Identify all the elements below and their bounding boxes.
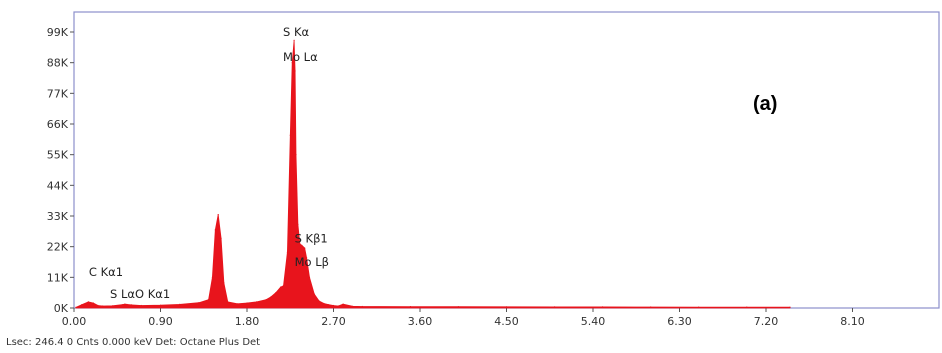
spectrum-point bbox=[337, 305, 339, 307]
spectrum-point bbox=[102, 305, 104, 307]
y-tick-label: 44K bbox=[47, 179, 69, 192]
spectrum-point bbox=[332, 304, 335, 307]
spectrum-point bbox=[124, 303, 126, 305]
spectrum-point bbox=[299, 243, 301, 245]
spectrum-point bbox=[342, 303, 344, 305]
spectrum-point bbox=[308, 276, 311, 278]
y-tick-label: 55K bbox=[47, 149, 69, 162]
peak-label: Mo Lα bbox=[283, 50, 318, 64]
peak-label: Mo Lβ bbox=[295, 255, 329, 269]
spectrum-point bbox=[318, 300, 320, 302]
spectrum-point bbox=[505, 306, 508, 308]
y-tick-label: 22K bbox=[47, 241, 69, 254]
spectrum-point bbox=[602, 306, 604, 308]
spectrum-point bbox=[280, 286, 282, 288]
spectrum-point bbox=[75, 306, 77, 308]
spectrum-point bbox=[227, 301, 229, 303]
spectrum-point bbox=[214, 229, 216, 231]
peak-label: S Kα bbox=[283, 25, 309, 39]
x-tick-label: 0.90 bbox=[148, 315, 173, 328]
spectrum-point bbox=[361, 305, 363, 308]
spectrum-point bbox=[223, 282, 225, 284]
spectrum-point bbox=[220, 237, 222, 239]
x-tick-label: 0.00 bbox=[62, 315, 87, 328]
spectrum-point bbox=[295, 154, 297, 156]
x-tick-label: 3.60 bbox=[408, 315, 433, 328]
x-tick-label: 2.70 bbox=[321, 315, 346, 328]
spectrum-point bbox=[198, 302, 200, 304]
spectrum-point bbox=[217, 214, 219, 216]
spectrum-point bbox=[282, 285, 285, 287]
spectrum-point bbox=[554, 306, 556, 308]
spectrum-point bbox=[286, 251, 288, 253]
y-tick-label: 66K bbox=[47, 118, 69, 131]
y-tick-label: 77K bbox=[47, 87, 69, 100]
spectrum-point bbox=[650, 306, 652, 308]
peak-labels: S Kα Mo Lα S Kβ1 Mo Lβ C Kα1 S LαO Kα1 bbox=[89, 25, 329, 301]
spectrum-point bbox=[291, 62, 293, 64]
x-axis: 0.00 0.90 1.80 2.70 3.60 4.50 5.40 6.30 7.20 8.10 bbox=[62, 308, 865, 328]
spectrum-point bbox=[92, 302, 94, 304]
spectrum-point bbox=[256, 301, 258, 303]
spectrum-point bbox=[265, 299, 267, 301]
spectrum-point bbox=[87, 301, 89, 303]
y-tick-label: 88K bbox=[47, 57, 69, 70]
spectrum-point bbox=[698, 306, 700, 308]
spectrum-point bbox=[97, 304, 99, 307]
spectrum-point bbox=[270, 296, 272, 298]
spectrum-point bbox=[409, 306, 411, 308]
spectrum-point bbox=[293, 39, 295, 42]
spectrum-point bbox=[111, 305, 113, 307]
spectrum-point bbox=[140, 304, 142, 307]
peak-label: S Kβ1 bbox=[295, 231, 328, 245]
spectrum-point bbox=[246, 302, 248, 304]
spectrum-point bbox=[121, 304, 123, 306]
x-tick-label: 8.10 bbox=[840, 315, 865, 328]
spectrum-point bbox=[306, 257, 308, 259]
peak-label: S LαO Kα1 bbox=[110, 287, 170, 301]
spectrum-point bbox=[313, 293, 315, 295]
spectrum-point bbox=[179, 303, 181, 305]
spectrum-point bbox=[81, 304, 83, 306]
spectrum-point bbox=[275, 292, 277, 294]
spectrum-point bbox=[211, 276, 213, 278]
y-tick-label: 99K bbox=[47, 26, 69, 39]
y-tick-label: 33K bbox=[47, 210, 69, 223]
spectrum-area bbox=[75, 40, 791, 309]
x-tick-label: 5.40 bbox=[581, 315, 606, 328]
panel-label: (a) bbox=[753, 93, 777, 115]
spectrum-point bbox=[294, 70, 296, 72]
spectrum-point bbox=[131, 304, 133, 306]
x-tick-label: 6.30 bbox=[667, 315, 692, 328]
x-tick-label: 1.80 bbox=[235, 315, 260, 328]
spectrum-point bbox=[236, 303, 238, 305]
spectrum-point bbox=[328, 304, 330, 306]
spectrum-point bbox=[352, 305, 354, 307]
status-line: Lsec: 246.4 0 Cnts 0.000 keV Det: Octane… bbox=[6, 337, 261, 348]
spectrum-point bbox=[159, 304, 162, 306]
y-axis: 0K 11K 22K 33K 44K 55K 66K 77K 88K 99K bbox=[47, 26, 74, 315]
spectrum-point bbox=[457, 306, 459, 308]
series-layer bbox=[75, 39, 791, 309]
spectrum-point bbox=[301, 244, 303, 246]
x-tick-label: 7.20 bbox=[754, 315, 779, 328]
spectrum-point bbox=[297, 223, 299, 225]
spectrum-point bbox=[208, 299, 210, 301]
x-tick-label: 4.50 bbox=[494, 315, 519, 328]
spectrum-point bbox=[789, 306, 791, 308]
spectrum-point bbox=[323, 302, 325, 305]
spectrum-point bbox=[289, 134, 291, 136]
peak-label: C Kα1 bbox=[89, 265, 123, 279]
y-tick-label: 0K bbox=[54, 302, 69, 315]
spectrum-point bbox=[746, 306, 748, 308]
spectrum-point bbox=[304, 247, 306, 249]
y-tick-label: 11K bbox=[47, 271, 69, 284]
plot-frame bbox=[73, 11, 940, 309]
